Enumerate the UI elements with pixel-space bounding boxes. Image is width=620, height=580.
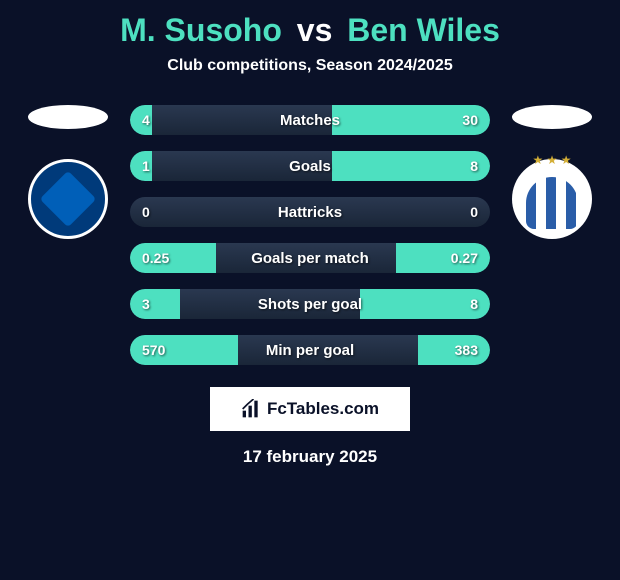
stat-row: 0.25Goals per match0.27 [130,243,490,273]
stat-label: Min per goal [130,342,490,359]
flag-left [28,105,108,129]
club-badge-right: ★ ★ ★ [512,159,592,239]
stat-label: Goals per match [130,250,490,267]
stat-row: 0Hattricks0 [130,197,490,227]
comparison-title: M. Susoho vs Ben Wiles [0,0,620,57]
player2-name: Ben Wiles [347,12,500,48]
subtitle: Club competitions, Season 2024/2025 [0,57,620,75]
right-column: ★ ★ ★ [502,105,602,239]
brand-badge[interactable]: FcTables.com [210,387,410,431]
club-badge-left [28,159,108,239]
brand-label: FcTables.com [267,399,379,419]
stat-value-right: 30 [462,112,478,128]
stat-label: Goals [130,158,490,175]
flag-right [512,105,592,129]
comparison-content: 4Matches30 1Goals8 0Hattricks0 0.25Goals pe… [0,105,620,365]
stat-value-right: 383 [455,342,478,358]
stat-label: Shots per goal [130,296,490,313]
stat-row: 4Matches30 [130,105,490,135]
chart-icon [241,399,261,419]
stat-row: 570Min per goal383 [130,335,490,365]
left-column [18,105,118,239]
stat-label: Matches [130,112,490,129]
badge-stars-icon: ★ ★ ★ [512,153,592,167]
stat-label: Hattricks [130,204,490,221]
stat-value-right: 0 [470,204,478,220]
stat-value-right: 8 [470,158,478,174]
player1-name: M. Susoho [120,12,282,48]
stat-value-right: 0.27 [451,250,478,266]
stats-container: 4Matches30 1Goals8 0Hattricks0 0.25Goals pe… [130,105,490,365]
stat-row: 3Shots per goal8 [130,289,490,319]
stat-row: 1Goals8 [130,151,490,181]
footer-date: 17 february 2025 [0,447,620,467]
vs-label: vs [297,12,333,48]
stat-value-right: 8 [470,296,478,312]
